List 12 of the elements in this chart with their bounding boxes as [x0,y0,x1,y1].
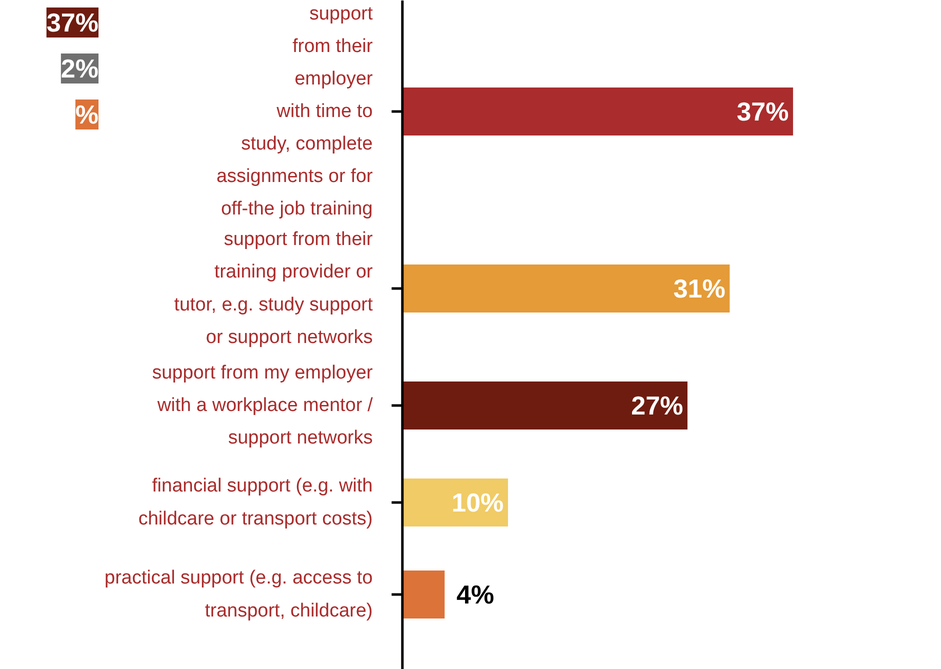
y-tick-label: practical support (e.g. access to transport, childcare) [104,568,373,622]
y-tick-label: support from their training provider or tutor, e.g. study support or support networks [174,229,374,348]
y-tick-label: financial support (e.g. with childcare or transport costs) [138,476,373,530]
y-tick-label: support from my employer with a workplace mentor / support networks [152,362,374,449]
data-label: 4% [456,580,494,610]
data-label: 10% [452,488,504,518]
data-label: 37% [736,96,789,126]
text: 2% [60,54,98,84]
text: % [75,100,99,130]
data-label: 27% [631,390,684,420]
text: 37% [46,8,99,38]
data-label: 31% [673,274,726,304]
